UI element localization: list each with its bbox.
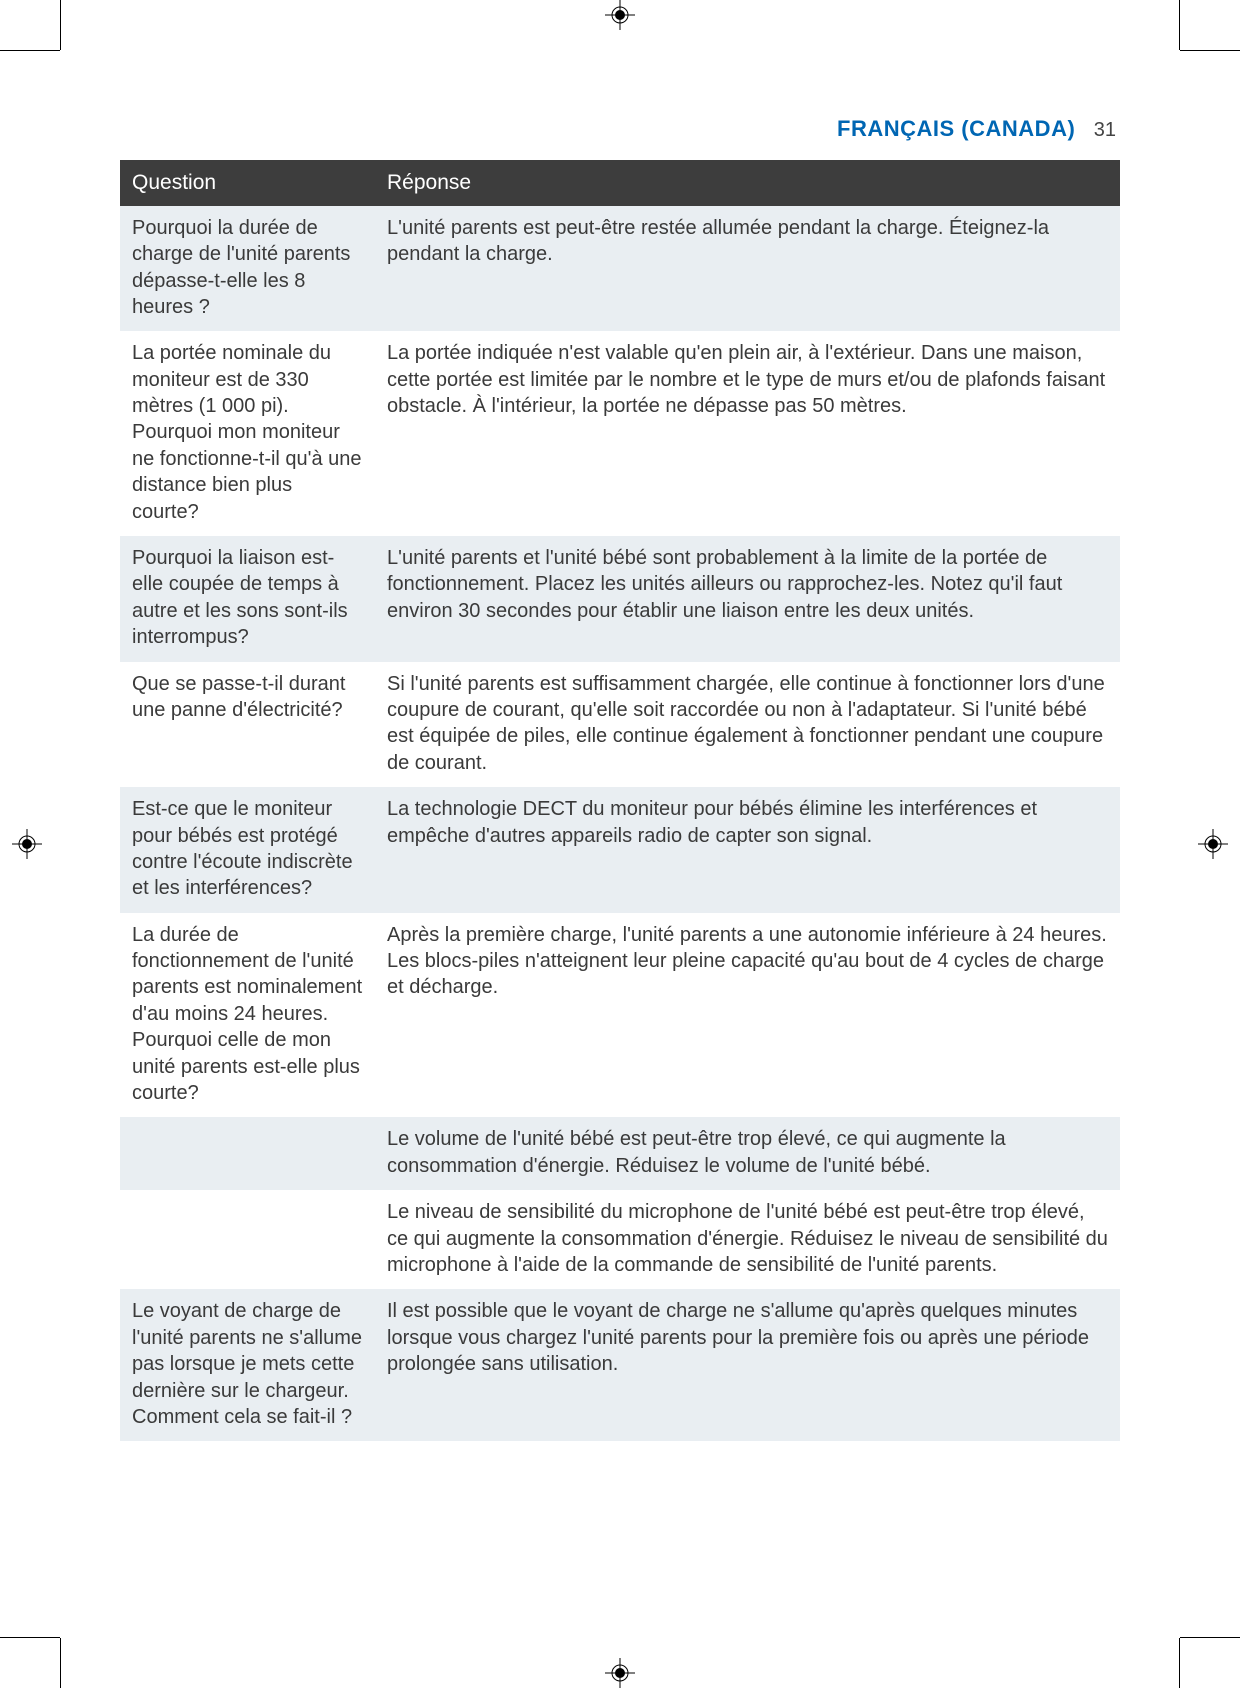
question-cell: La portée nominale du moniteur est de 33…	[120, 331, 375, 536]
table-header-row: Question Réponse	[120, 160, 1120, 206]
answer-cell: Le volume de l'unité bébé est peut-être …	[375, 1117, 1120, 1190]
question-cell: Le voyant de charge de l'unité parents n…	[120, 1289, 375, 1441]
answer-cell: Si l'unité parents est suffisamment char…	[375, 662, 1120, 788]
answer-cell: La technologie DECT du moniteur pour béb…	[375, 787, 1120, 913]
registration-mark-icon	[1198, 829, 1228, 859]
crop-mark	[0, 50, 60, 51]
question-cell: Est-ce que le moniteur pour bébés est pr…	[120, 787, 375, 913]
registration-mark-icon	[605, 0, 635, 30]
answer-cell: Il est possible que le voyant de charge …	[375, 1289, 1120, 1441]
crop-mark	[60, 0, 61, 50]
answer-cell: Après la première charge, l'unité parent…	[375, 913, 1120, 1118]
header-language: FRANÇAIS (CANADA)	[837, 116, 1075, 141]
table-row: Pourquoi la liaison est-elle coupée de t…	[120, 536, 1120, 662]
crop-mark	[1179, 1638, 1180, 1688]
answer-cell: Le niveau de sensibilité du microphone d…	[375, 1190, 1120, 1289]
question-cell: Pourquoi la durée de charge de l'unité p…	[120, 206, 375, 332]
page-header: FRANÇAIS (CANADA) 31	[120, 116, 1120, 142]
page-content: FRANÇAIS (CANADA) 31 Question Réponse Po…	[70, 60, 1170, 1628]
answer-cell: L'unité parents est peut-être restée all…	[375, 206, 1120, 332]
registration-mark-icon	[605, 1658, 635, 1688]
table-row: La durée de fonctionnement de l'unité pa…	[120, 913, 1120, 1118]
question-cell	[120, 1117, 375, 1190]
table-row: Le niveau de sensibilité du microphone d…	[120, 1190, 1120, 1289]
registration-mark-icon	[12, 829, 42, 859]
header-page-number: 31	[1094, 119, 1116, 141]
crop-mark	[1180, 1637, 1240, 1638]
table-row: La portée nominale du moniteur est de 33…	[120, 331, 1120, 536]
table-row: Est-ce que le moniteur pour bébés est pr…	[120, 787, 1120, 913]
table-row: Que se passe-t-il durant une panne d'éle…	[120, 662, 1120, 788]
column-header-question: Question	[120, 160, 375, 206]
question-cell: Pourquoi la liaison est-elle coupée de t…	[120, 536, 375, 662]
crop-mark	[0, 1637, 60, 1638]
question-cell: La durée de fonctionnement de l'unité pa…	[120, 913, 375, 1118]
question-cell: Que se passe-t-il durant une panne d'éle…	[120, 662, 375, 788]
question-cell	[120, 1190, 375, 1289]
table-row: Le volume de l'unité bébé est peut-être …	[120, 1117, 1120, 1190]
answer-cell: La portée indiquée n'est valable qu'en p…	[375, 331, 1120, 536]
crop-mark	[60, 1638, 61, 1688]
crop-mark	[1179, 0, 1180, 50]
answer-cell: L'unité parents et l'unité bébé sont pro…	[375, 536, 1120, 662]
faq-table: Question Réponse Pourquoi la durée de ch…	[120, 160, 1120, 1441]
crop-mark	[1180, 50, 1240, 51]
column-header-answer: Réponse	[375, 160, 1120, 206]
table-row: Pourquoi la durée de charge de l'unité p…	[120, 206, 1120, 332]
table-row: Le voyant de charge de l'unité parents n…	[120, 1289, 1120, 1441]
